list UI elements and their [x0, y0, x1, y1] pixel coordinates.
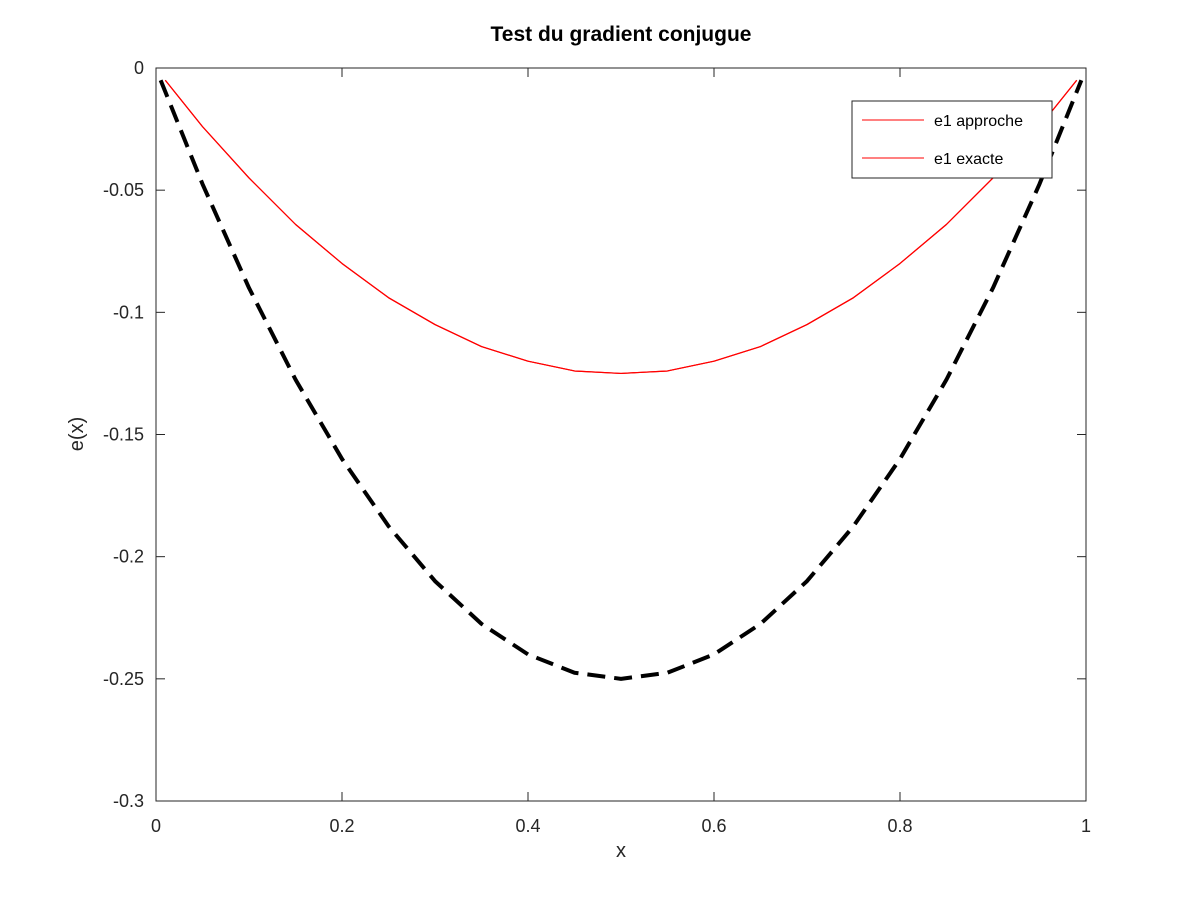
y-tick-label: -0.2 — [113, 547, 144, 567]
series-line-e1-exacte — [164, 79, 1078, 375]
series-layer — [158, 79, 1084, 681]
x-tick-label: 0.2 — [329, 816, 354, 836]
legend-box — [851, 100, 1053, 179]
y-tick-label: -0.1 — [113, 302, 144, 322]
ticks-layer: 0 0.2 0.4 0.6 0.8 1 0 -0.05 -0.1 -0.15 -0.2 -0.25 -0… — [103, 58, 1091, 836]
chart-title: Test du gradient conjugue — [491, 23, 752, 46]
x-tick-label: 0.4 — [515, 816, 540, 836]
x-tick-label: 1 — [1081, 816, 1091, 836]
y-tick-label: -0.15 — [103, 425, 144, 445]
x-tick-label: 0.8 — [887, 816, 912, 836]
x-axis-label: x — [616, 840, 626, 862]
y-tick-label: -0.25 — [103, 669, 144, 689]
series-line-dashed — [158, 79, 1084, 681]
legend: e1 approche e1 exacte — [851, 100, 1053, 179]
y-tick-label: 0 — [134, 58, 144, 78]
y-tick-label: -0.05 — [103, 180, 144, 200]
y-tick-label: -0.3 — [113, 791, 144, 811]
x-tick-label: 0 — [151, 816, 161, 836]
x-tick-label: 0.6 — [701, 816, 726, 836]
y-axis-label: e(x) — [66, 417, 88, 451]
legend-label-e1-exacte: e1 exacte — [934, 151, 1003, 168]
legend-label-e1-approche: e1 approche — [934, 113, 1023, 130]
